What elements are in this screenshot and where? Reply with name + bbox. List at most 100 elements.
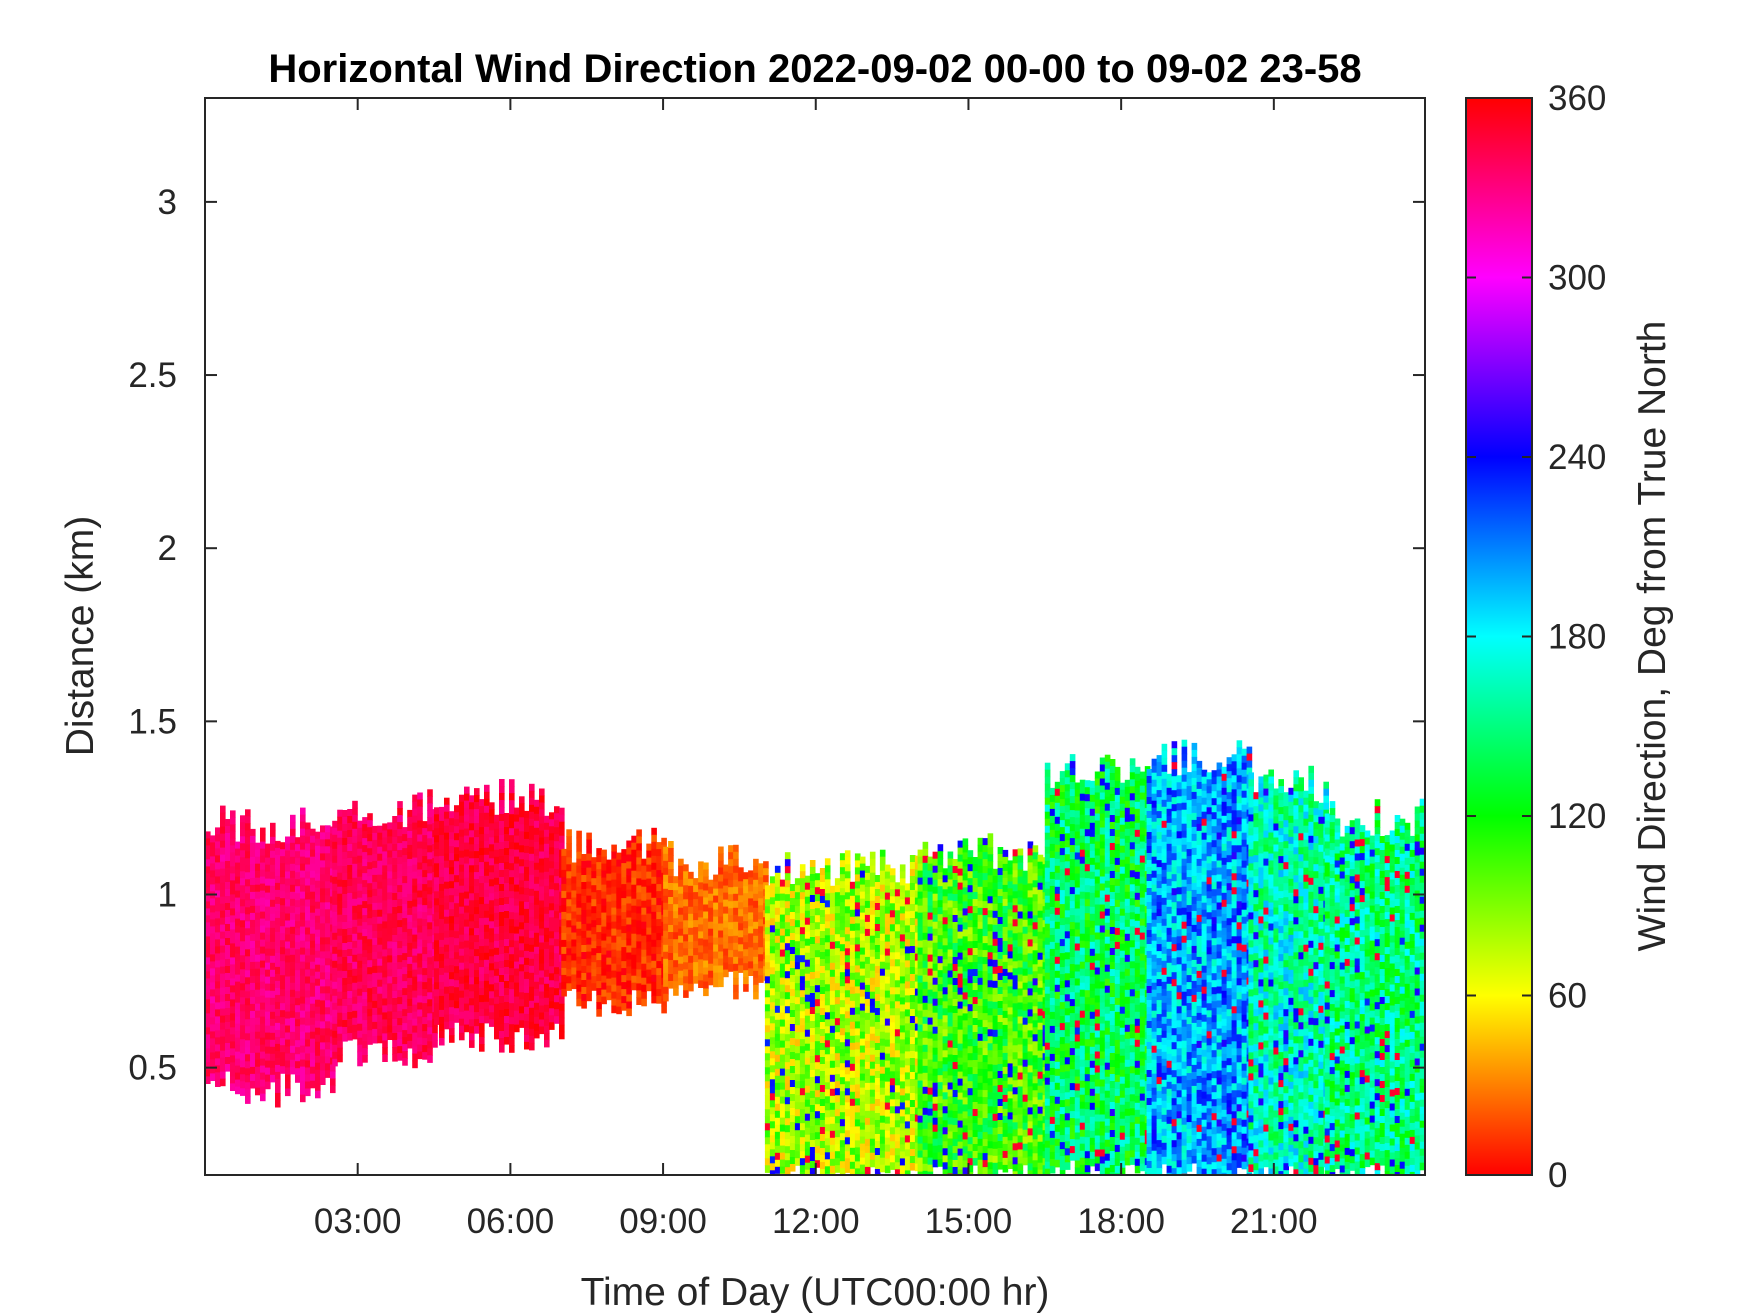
heatmap-cell [215,883,221,891]
heatmap-cell [459,801,465,810]
heatmap-cell [434,996,440,1004]
heatmap-cell [879,1066,886,1075]
heatmap-cell [469,830,475,838]
heatmap-cell [499,947,505,955]
heatmap-cell [824,1012,831,1020]
heatmap-cell [464,835,470,844]
heatmap-cell [240,1032,246,1040]
heatmap-cell [829,1116,836,1125]
heatmap-cell [509,961,515,969]
heatmap-cell [581,861,587,869]
heatmap-cell [534,995,540,1004]
heatmap-cell [434,968,440,976]
heatmap-cell [804,1022,811,1031]
heatmap-cell [494,891,500,900]
heatmap-cell [367,995,373,1003]
heatmap-cell [315,985,321,994]
heatmap-cell [210,1073,216,1081]
heatmap-cell [320,839,326,847]
heatmap-cell [300,982,306,991]
heatmap-cell [849,1161,856,1170]
heatmap-cell [758,919,764,927]
heatmap-cell [499,898,505,906]
heatmap-cell [571,897,577,906]
heatmap-cell [444,965,450,974]
heatmap-cell [611,886,617,895]
heatmap-cell [591,885,597,893]
heatmap-cell [215,869,221,877]
heatmap-cell [839,1021,846,1029]
heatmap-cell [529,958,535,967]
heatmap-cell [260,939,266,948]
heatmap-cell [581,1001,587,1009]
heatmap-cell [909,1142,916,1150]
heatmap-cell [753,949,759,958]
heatmap-cell [444,979,450,988]
heatmap-cell [367,925,373,933]
heatmap-cell [417,876,423,885]
heatmap-cell [854,1168,861,1175]
heatmap-cell [377,930,383,939]
heatmap-cell [774,1152,781,1161]
heatmap-cell [927,1073,934,1082]
heatmap-cell [899,1025,906,1033]
heatmap-cell [240,913,246,921]
heatmap-cell [829,1102,836,1111]
heatmap-cell [514,835,520,844]
heatmap-cell [904,1072,911,1080]
heatmap-cell [519,873,525,881]
heatmap-cell [874,917,881,925]
heatmap-cell [544,878,550,887]
heatmap-cell [417,932,423,941]
heatmap-cell [844,927,851,935]
heatmap-cell [849,1056,856,1065]
heatmap-cell [927,919,934,928]
heatmap-cell [753,872,759,881]
heatmap-cell [402,890,408,898]
heatmap-cell [434,849,440,857]
heatmap-cell [529,923,535,932]
heatmap-cell [320,979,326,987]
heatmap-cell [849,944,856,953]
heatmap-cell [824,949,831,957]
heatmap-cell [529,1014,535,1023]
heatmap-cell [454,910,460,918]
heatmap-cell [210,1066,216,1074]
heatmap-cell [275,847,281,856]
heatmap-cell [215,1023,221,1031]
heatmap-cell [295,844,301,852]
heatmap-cell [479,883,485,891]
heatmap-cell [225,896,231,904]
heatmap-cell [673,939,679,947]
heatmap-cell [434,856,440,864]
heatmap-cell [839,1007,846,1015]
heatmap-cell [519,978,525,986]
heatmap-cell [656,905,662,913]
heatmap-cell [927,1031,934,1040]
heatmap-cell [275,875,281,884]
heatmap-cell [809,972,816,980]
heatmap-cell [230,950,236,958]
heatmap-cell [779,900,786,909]
heatmap-cell [529,811,535,820]
heatmap-cell [839,1098,846,1106]
heatmap-cell [412,857,418,866]
heatmap-cell [576,879,582,888]
heatmap-cell [586,902,592,911]
heatmap-cell [439,981,445,990]
heatmap-cell [362,1034,368,1042]
heatmap-cell [230,1069,236,1077]
heatmap-cell [305,871,311,880]
heatmap-cell [539,984,545,993]
heatmap-cell [839,874,846,882]
heatmap-cell [529,1000,535,1009]
heatmap-cell [402,1009,408,1017]
heatmap-cell [728,943,734,951]
heatmap-cell [829,1046,836,1055]
heatmap-cell [235,1037,241,1046]
heatmap-cell [352,800,358,809]
heatmap-cell [245,991,251,999]
heatmap-cell [904,904,911,912]
heatmap-cell [427,1013,433,1021]
heatmap-cell [917,919,924,928]
